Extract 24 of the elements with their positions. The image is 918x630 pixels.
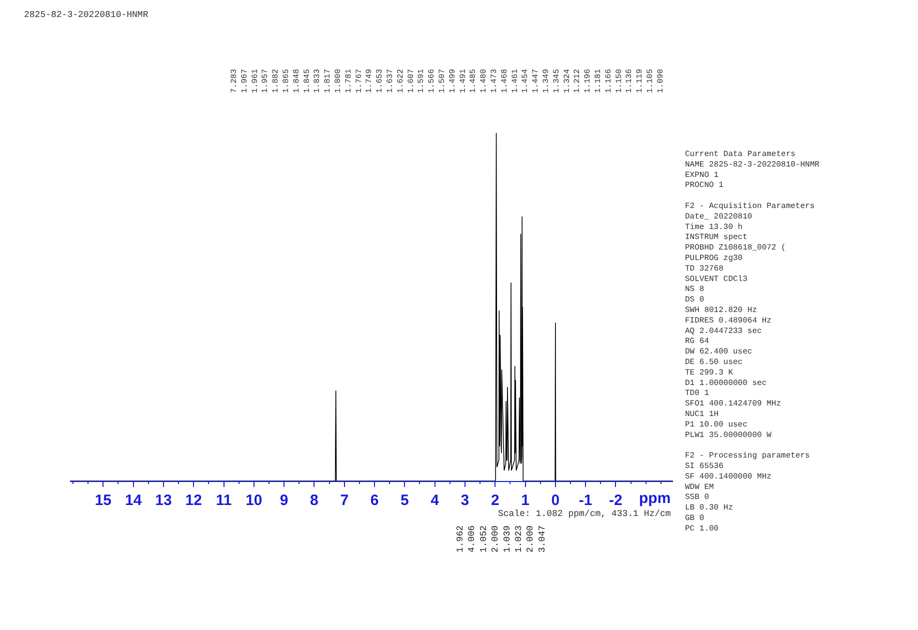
text: 1.962 4.006 1.052 2.000 1.039 1.023 2.000 3.047 <box>456 525 548 552</box>
text: Scale: 1.082 ppm/cm, 433.1 Hz/cm <box>498 509 671 519</box>
x-tick-label: 0 <box>551 492 560 509</box>
x-tick-label: -2 <box>609 492 622 509</box>
x-tick-label: 6 <box>370 492 379 509</box>
x-tick-label: 11 <box>216 492 232 509</box>
x-tick-label: 9 <box>280 492 288 509</box>
x-tick-label: 7 <box>340 492 349 509</box>
x-tick-label: -1 <box>578 492 592 509</box>
x-tick-label: 1 <box>521 492 530 509</box>
x-tick-label: 5 <box>400 492 409 509</box>
x-tick-label: 15 <box>94 492 112 509</box>
x-tick-label: 14 <box>124 492 142 509</box>
text: 2825-82-3-20220810-HNMR <box>24 10 149 20</box>
x-tick-label: 12 <box>185 492 202 509</box>
text: Current Data Parameters NAME 2825-82-3-20220810-HNMR EXPNO 1 PROCNO 1 F2 - Acquisition Parameters Date_ 20220810 Time 13.30 h INSTRUM spect PROBHD Z108618_0072 ( PULPROG zg30 TD 32768 SOLVENT CDCl3 NS 8 DS 0 SWH 8012.820 Hz FIDRES 0.489064 Hz AQ 2.0447233 sec RG 64 DW 62.400 usec DE 6.50 usec TE 299.3 K D1 1.00000000 sec TD0 1 SFO1 400.1424709 MHz NUC1 1H P1 10.00 usec PLW1 35.00000000 W F2 - Processing parameters SI 65536 SF 400.1400000 MHz WDW EM SSB 0 LB 0.30 Hz GB 0 PC 1.00 <box>685 150 820 534</box>
x-tick-label: 4 <box>430 492 440 509</box>
x-axis-title: ppm <box>639 490 671 507</box>
x-tick-label: 8 <box>310 492 318 509</box>
x-tick-label: 10 <box>246 492 262 509</box>
text: 7.283 1.967 1.961 1.957 1.882 1.865 1.848 1.845 1.833 1.817 1.800 1.781 1.767 1.749 1.653 1.637 1.622 1.607 1.591 1.566 1.507 1.499 1.491 1.485 1.480 1.473 1.468 1.461 1.454 1.447 1.349 1.345 1.324 1.212 1.196 1.181 1.166 1.150 1.136 1.119 1.105 1.090 <box>230 68 666 93</box>
x-tick-label: 3 <box>460 492 470 509</box>
x-tick-label: 13 <box>155 492 172 509</box>
x-tick-label: 2 <box>490 492 500 509</box>
